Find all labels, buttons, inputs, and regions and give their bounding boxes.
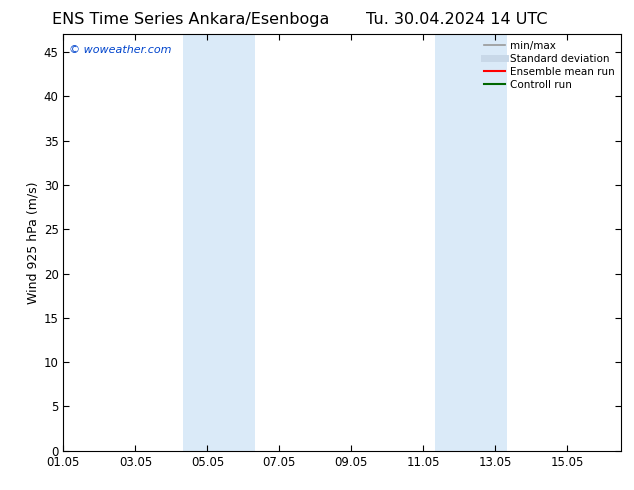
Y-axis label: Wind 925 hPa (m/s): Wind 925 hPa (m/s) bbox=[27, 181, 39, 304]
Text: ENS Time Series Ankara/Esenboga: ENS Time Series Ankara/Esenboga bbox=[51, 12, 329, 27]
Bar bbox=[435, 34, 507, 451]
Text: Tu. 30.04.2024 14 UTC: Tu. 30.04.2024 14 UTC bbox=[366, 12, 547, 27]
Legend: min/max, Standard deviation, Ensemble mean run, Controll run: min/max, Standard deviation, Ensemble me… bbox=[481, 37, 618, 93]
Bar bbox=[183, 34, 256, 451]
Text: © woweather.com: © woweather.com bbox=[69, 45, 171, 55]
